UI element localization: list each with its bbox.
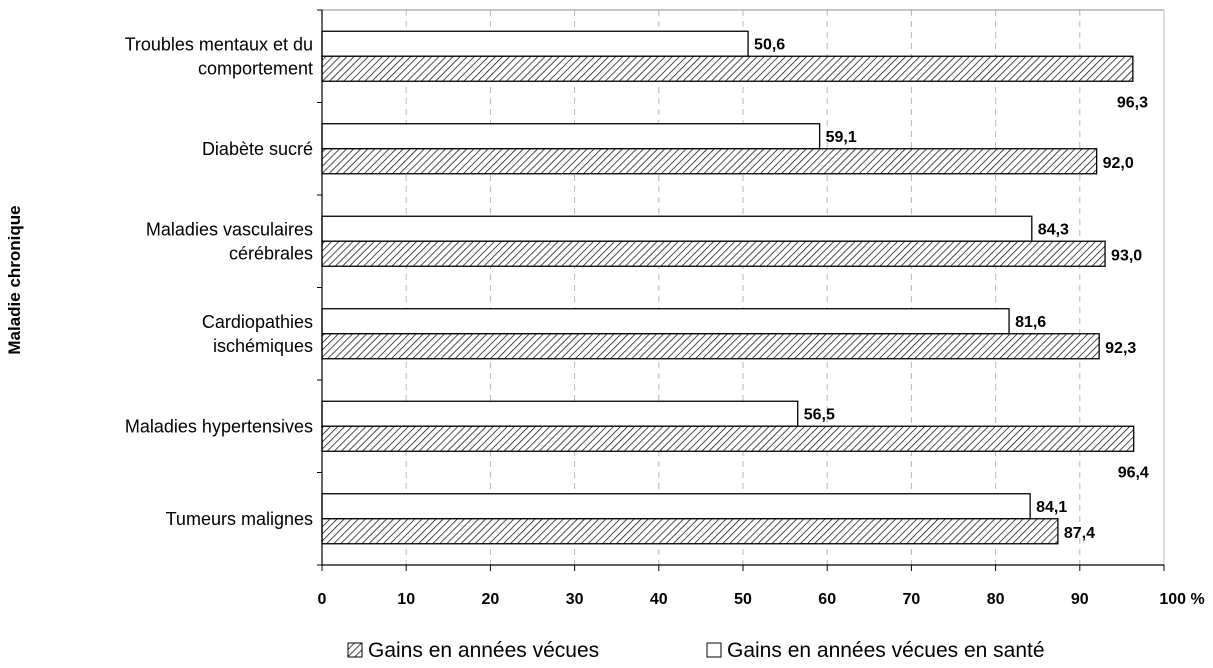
bar-sante	[321, 215, 1033, 242]
data-label-vecues: 96,3	[1117, 94, 1148, 111]
bar-sante	[321, 123, 821, 150]
category-label: Maladies hypertensives	[125, 416, 313, 436]
bar-sante	[321, 308, 1010, 335]
bar-vecues	[321, 55, 1134, 82]
x-tick-label: 100 %	[1159, 591, 1204, 608]
x-tick-label: 30	[566, 591, 584, 608]
x-tick-label: 40	[650, 591, 668, 608]
data-label-sante: 59,1	[826, 129, 857, 146]
labels: 50,6 96,3 Troubles mentaux et du comporteme…	[125, 34, 1149, 542]
data-label-vecues: 92,3	[1105, 340, 1136, 357]
bar-vecues	[321, 333, 1100, 360]
bars	[321, 30, 1135, 545]
data-label-vecues: 93,0	[1111, 247, 1142, 264]
data-label-sante: 84,3	[1038, 221, 1069, 238]
data-label-vecues: 87,4	[1064, 525, 1095, 542]
data-label-sante: 50,6	[754, 36, 785, 53]
category-label: Diabète sucré	[202, 139, 313, 159]
x-tick-label: 80	[987, 591, 1005, 608]
category-label: cérébrales	[229, 243, 313, 263]
legend-label: Gains en années vécues en santé	[727, 639, 1045, 662]
legend-swatch	[706, 642, 722, 658]
data-label-sante: 84,1	[1036, 499, 1067, 516]
x-tick-label: 70	[903, 591, 921, 608]
bar-vecues	[321, 240, 1106, 267]
x-tick-label: 60	[818, 591, 836, 608]
grid	[322, 9, 1165, 565]
category-label: Maladies vasculaires	[146, 219, 313, 239]
data-label-sante: 56,5	[804, 406, 835, 423]
x-tick-label: 20	[482, 591, 500, 608]
category-label: Cardiopathies	[202, 312, 313, 332]
x-tick-label: 50	[734, 591, 752, 608]
bar-vecues	[321, 148, 1098, 175]
x-tick-label: 0	[318, 591, 327, 608]
bar-sante	[321, 30, 749, 57]
data-label-sante: 81,6	[1015, 314, 1046, 331]
bar-vecues	[321, 518, 1059, 545]
axes: 0 10 20 30 40 50 60 70 80 90 100 % Maladie chroniqu…	[5, 9, 1205, 608]
y-axis-title: Maladie chronique	[5, 205, 24, 354]
data-label-vecues: 96,4	[1118, 464, 1149, 481]
legend-label: Gains en années vécues	[368, 639, 599, 662]
category-label: Troubles mentaux et du	[125, 34, 313, 54]
category-label: comportement	[198, 58, 313, 78]
bar-sante	[321, 493, 1031, 520]
data-label-vecues: 92,0	[1103, 155, 1134, 172]
x-tick-label: 10	[397, 591, 415, 608]
category-label: ischémiques	[213, 336, 313, 356]
legend-item: Gains en années vécues	[347, 639, 599, 662]
bar-vecues	[321, 425, 1135, 452]
legend-item: Gains en années vécues en santé	[706, 639, 1045, 662]
category-label: Tumeurs malignes	[166, 509, 313, 529]
legend-swatch	[347, 642, 363, 658]
legend: Gains en années vécues Gains en années vé…	[347, 639, 1045, 662]
bar-sante	[321, 400, 799, 427]
x-tick-label: 90	[1071, 591, 1089, 608]
